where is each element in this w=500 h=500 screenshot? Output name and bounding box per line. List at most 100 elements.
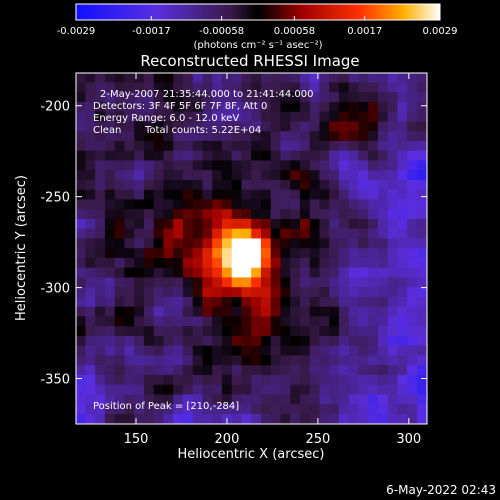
heatmap-cell — [397, 413, 408, 424]
heatmap-cell — [397, 355, 408, 366]
heatmap-cell — [104, 150, 116, 162]
heatmap-cell — [221, 326, 233, 337]
heatmap-cell — [173, 277, 184, 288]
heatmap-cell — [358, 306, 369, 318]
heatmap-cell — [338, 257, 350, 269]
heatmap-cell — [260, 111, 272, 123]
heatmap-cell — [95, 355, 106, 366]
heatmap-cell — [124, 140, 135, 152]
heatmap-cell — [221, 179, 233, 191]
y-tick-label: -350 — [40, 373, 70, 388]
heatmap-cell — [348, 160, 360, 171]
heatmap-cell — [221, 374, 233, 386]
heatmap-cell — [377, 209, 389, 220]
heatmap-cell — [260, 140, 272, 152]
heatmap-cell — [270, 267, 282, 279]
heatmap-cell — [290, 170, 301, 181]
heatmap-cell — [407, 111, 418, 123]
heatmap-cell — [153, 345, 165, 357]
colorbar-tick-label: -0.0017 — [132, 26, 171, 37]
heatmap-cell — [114, 218, 126, 230]
heatmap-cell — [202, 111, 213, 123]
heatmap-cell — [104, 179, 116, 191]
heatmap-cell — [231, 111, 243, 123]
heatmap-cell — [212, 394, 223, 405]
heatmap-cell — [95, 82, 106, 93]
heatmap-cell — [124, 150, 135, 162]
heatmap-cell — [299, 228, 311, 240]
heatmap-cell — [153, 179, 165, 191]
heatmap-cell — [309, 267, 321, 279]
heatmap-cell — [329, 218, 340, 230]
heatmap-cell — [329, 267, 340, 279]
heatmap-cell — [143, 413, 155, 424]
heatmap-cell — [358, 404, 369, 415]
heatmap-cell — [358, 131, 369, 142]
heatmap-cell — [241, 228, 252, 240]
heatmap-cell — [348, 228, 360, 240]
heatmap-cell — [251, 394, 262, 405]
heatmap-cell — [192, 199, 204, 210]
heatmap-cell — [85, 121, 96, 132]
heatmap-cell — [114, 82, 126, 93]
heatmap-cell — [114, 345, 126, 357]
heatmap-cell — [280, 209, 291, 220]
heatmap-cell — [173, 209, 184, 220]
heatmap-cell — [377, 267, 389, 279]
heatmap-cell — [338, 277, 350, 288]
heatmap-cell — [290, 189, 301, 201]
heatmap-cell — [358, 140, 369, 152]
heatmap-cell — [95, 150, 106, 162]
heatmap-cell — [329, 277, 340, 288]
heatmap-cell — [153, 209, 165, 220]
heatmap-cell — [85, 267, 96, 279]
heatmap-cell — [76, 228, 87, 240]
heatmap-cell — [270, 189, 282, 201]
heatmap-cell — [387, 394, 399, 405]
heatmap-cell — [407, 160, 418, 171]
heatmap-cell — [182, 150, 194, 162]
heatmap-cell — [251, 365, 262, 376]
heatmap-cell — [221, 384, 233, 396]
heatmap-cell — [299, 238, 311, 249]
heatmap-cell — [416, 238, 427, 249]
heatmap-cell — [212, 404, 223, 415]
heatmap-cell — [251, 209, 262, 220]
heatmap-cell — [338, 316, 350, 327]
heatmap-cell — [212, 296, 223, 308]
heatmap-cell — [309, 179, 321, 191]
heatmap-cell — [182, 209, 194, 220]
heatmap-cell — [251, 160, 262, 171]
heatmap-cell — [377, 413, 389, 424]
heatmap-cell — [251, 384, 262, 396]
heatmap-cell — [407, 404, 418, 415]
heatmap-cell — [309, 374, 321, 386]
heatmap-cell — [416, 306, 427, 318]
heatmap-cell — [299, 384, 311, 396]
heatmap-cell — [85, 228, 96, 240]
heatmap-cell — [407, 218, 418, 230]
heatmap-cell — [104, 267, 116, 279]
heatmap-cell — [114, 365, 126, 376]
heatmap-cell — [114, 355, 126, 366]
heatmap-cell — [114, 121, 126, 132]
heatmap-cell — [368, 413, 379, 424]
heatmap-cell — [407, 73, 418, 84]
heatmap-cell — [95, 257, 106, 269]
heatmap-cell — [329, 238, 340, 249]
heatmap-cell — [299, 316, 311, 327]
heatmap-cell — [338, 413, 350, 424]
heatmap-cell — [348, 73, 360, 84]
heatmap-cell — [202, 189, 213, 201]
heatmap-cell — [397, 238, 408, 249]
colorbar-tick-label: -0.00058 — [199, 26, 244, 37]
heatmap-cell — [260, 228, 272, 240]
heatmap-cell — [221, 287, 233, 298]
heatmap-cell — [270, 277, 282, 288]
heatmap-cell — [377, 73, 389, 84]
heatmap-cell — [76, 73, 87, 84]
heatmap-cell — [134, 73, 145, 84]
heatmap-cell — [407, 209, 418, 220]
heatmap-cell — [143, 277, 155, 288]
heatmap-cell — [358, 199, 369, 210]
